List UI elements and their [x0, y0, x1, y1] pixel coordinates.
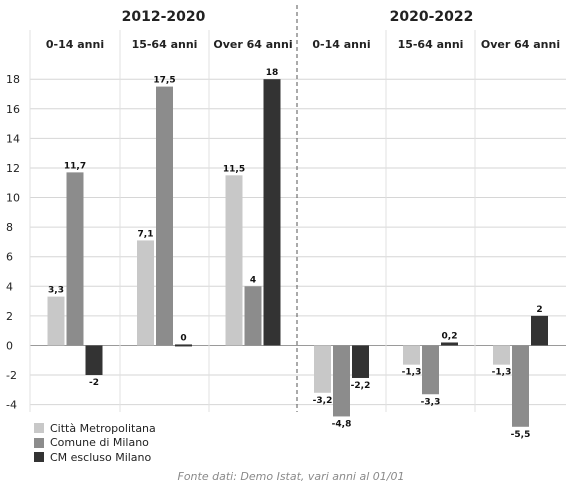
- y-tick-label: -4: [6, 399, 17, 412]
- data-label: 4: [250, 275, 256, 285]
- legend-swatch: [34, 423, 44, 434]
- y-tick-label: -2: [6, 369, 17, 382]
- bar: [531, 315, 548, 346]
- legend-item-comune-di-milano: Comune di Milano: [34, 436, 156, 451]
- y-tick-label: 2: [6, 310, 13, 323]
- y-tick-label: 8: [6, 221, 13, 234]
- data-label: -2: [89, 378, 99, 388]
- group-header: 0-14 anni: [312, 38, 370, 51]
- bar: [47, 296, 65, 346]
- bar: [66, 172, 84, 346]
- legend-label: Comune di Milano: [50, 436, 149, 450]
- data-label: 11,7: [64, 161, 86, 171]
- group-header: 0-14 anni: [46, 38, 104, 51]
- bar: [225, 175, 243, 346]
- y-tick-label: 18: [6, 73, 20, 86]
- data-label: -3,3: [421, 397, 441, 407]
- bar: [422, 345, 439, 395]
- data-label: 18: [266, 68, 279, 78]
- data-label: -2,2: [351, 381, 371, 391]
- period-title: 2012-2020: [122, 9, 206, 25]
- y-tick-label: 0: [6, 339, 13, 352]
- data-label: -5,5: [511, 430, 531, 440]
- bar: [244, 286, 262, 346]
- y-tick-label: 6: [6, 251, 13, 264]
- data-label: 3,3: [48, 286, 64, 296]
- y-tick-label: 12: [6, 162, 20, 175]
- bar: [156, 86, 173, 346]
- bar: [333, 345, 350, 417]
- y-tick-label: 4: [6, 280, 13, 293]
- bar: [137, 240, 154, 346]
- y-tick-label: 16: [6, 103, 20, 116]
- data-label: 0,2: [442, 331, 458, 341]
- bar: [403, 345, 420, 365]
- bar: [85, 345, 103, 376]
- legend-label: CM escluso Milano: [50, 450, 152, 464]
- bar: [175, 344, 192, 347]
- source-note: Fonte dati: Demo Istat, vari anni al 01/…: [177, 470, 405, 483]
- legend-swatch: [34, 437, 44, 448]
- bar: [512, 345, 529, 427]
- data-label: 11,5: [223, 164, 245, 174]
- data-label: 17,5: [153, 76, 175, 86]
- group-header: 15-64 anni: [398, 38, 464, 51]
- bar: [441, 342, 458, 346]
- bar: [493, 345, 510, 365]
- data-label: -3,2: [313, 396, 333, 406]
- legend-label: Città Metropolitana: [50, 421, 156, 435]
- bar: [314, 345, 331, 393]
- group-header: 15-64 anni: [132, 38, 198, 51]
- group-header: Over 64 anni: [481, 38, 560, 51]
- data-label: 0: [180, 333, 186, 343]
- y-tick-label: 14: [6, 132, 20, 145]
- bar: [352, 345, 369, 378]
- data-label: -4,8: [332, 419, 352, 429]
- bar: [263, 79, 281, 346]
- legend-item-cm-escluso-milano: CM escluso Milano: [34, 450, 156, 465]
- legend-swatch: [34, 452, 44, 463]
- legend: Città Metropolitana Comune di Milano CM …: [34, 421, 156, 465]
- period-title: 2020-2022: [390, 9, 474, 25]
- legend-item-citta-metropolitana: Città Metropolitana: [34, 421, 156, 436]
- data-label: 7,1: [138, 229, 154, 239]
- data-label: -1,3: [402, 368, 422, 378]
- data-label: 2: [536, 305, 542, 315]
- group-header: Over 64 anni: [213, 38, 292, 51]
- y-tick-label: 10: [6, 192, 20, 205]
- data-label: -1,3: [492, 368, 512, 378]
